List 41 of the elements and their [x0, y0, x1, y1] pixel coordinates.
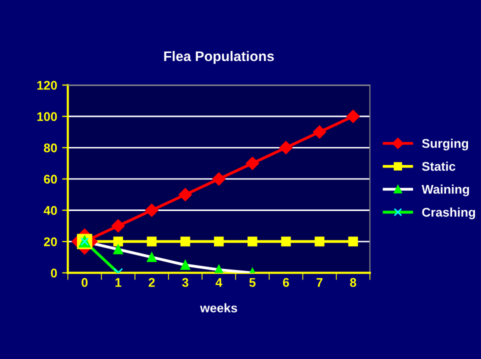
- y-tick-label: 80: [44, 143, 57, 152]
- legend-label: Static: [422, 162, 456, 171]
- chart-title: Flea Populations: [164, 50, 274, 64]
- point: [214, 236, 224, 246]
- point: [113, 244, 124, 254]
- y-tick-label: 20: [44, 237, 57, 246]
- point: [279, 141, 293, 154]
- x-tick-label: 1: [115, 278, 122, 287]
- x-tick-label: 7: [316, 278, 322, 287]
- point: [145, 204, 158, 217]
- x-tick-label: 5: [249, 278, 256, 287]
- x-tick-label: 2: [148, 278, 155, 287]
- point: [146, 252, 157, 262]
- legend-label: Surging: [422, 138, 468, 150]
- y-tick-label: 0: [50, 268, 57, 278]
- point: [180, 260, 190, 270]
- point: [212, 172, 226, 186]
- legend-label: Crashing: [422, 208, 475, 220]
- point: [180, 236, 190, 246]
- x-tick-label: 0: [82, 278, 88, 287]
- point: [312, 125, 326, 139]
- y-tick-label: 100: [37, 112, 57, 122]
- x-tick-label: 3: [182, 278, 188, 287]
- y-tick-label: 60: [44, 174, 57, 184]
- y-tick-label: 120: [37, 80, 57, 90]
- x-axis-title: weeks: [200, 303, 238, 312]
- x-tick-label: 4: [216, 278, 222, 287]
- point: [146, 236, 157, 246]
- point: [112, 219, 125, 232]
- x-tick-label: 6: [282, 278, 290, 287]
- point: [314, 236, 324, 246]
- point: [281, 236, 291, 246]
- y-tick-label: 40: [44, 206, 57, 215]
- point: [113, 236, 124, 246]
- point: [348, 236, 358, 246]
- point: [248, 236, 258, 246]
- x-tick-label: 8: [350, 278, 356, 287]
- point: [178, 188, 192, 202]
- point: [346, 110, 360, 123]
- point: [246, 156, 260, 170]
- legend-label: Waining: [422, 184, 469, 196]
